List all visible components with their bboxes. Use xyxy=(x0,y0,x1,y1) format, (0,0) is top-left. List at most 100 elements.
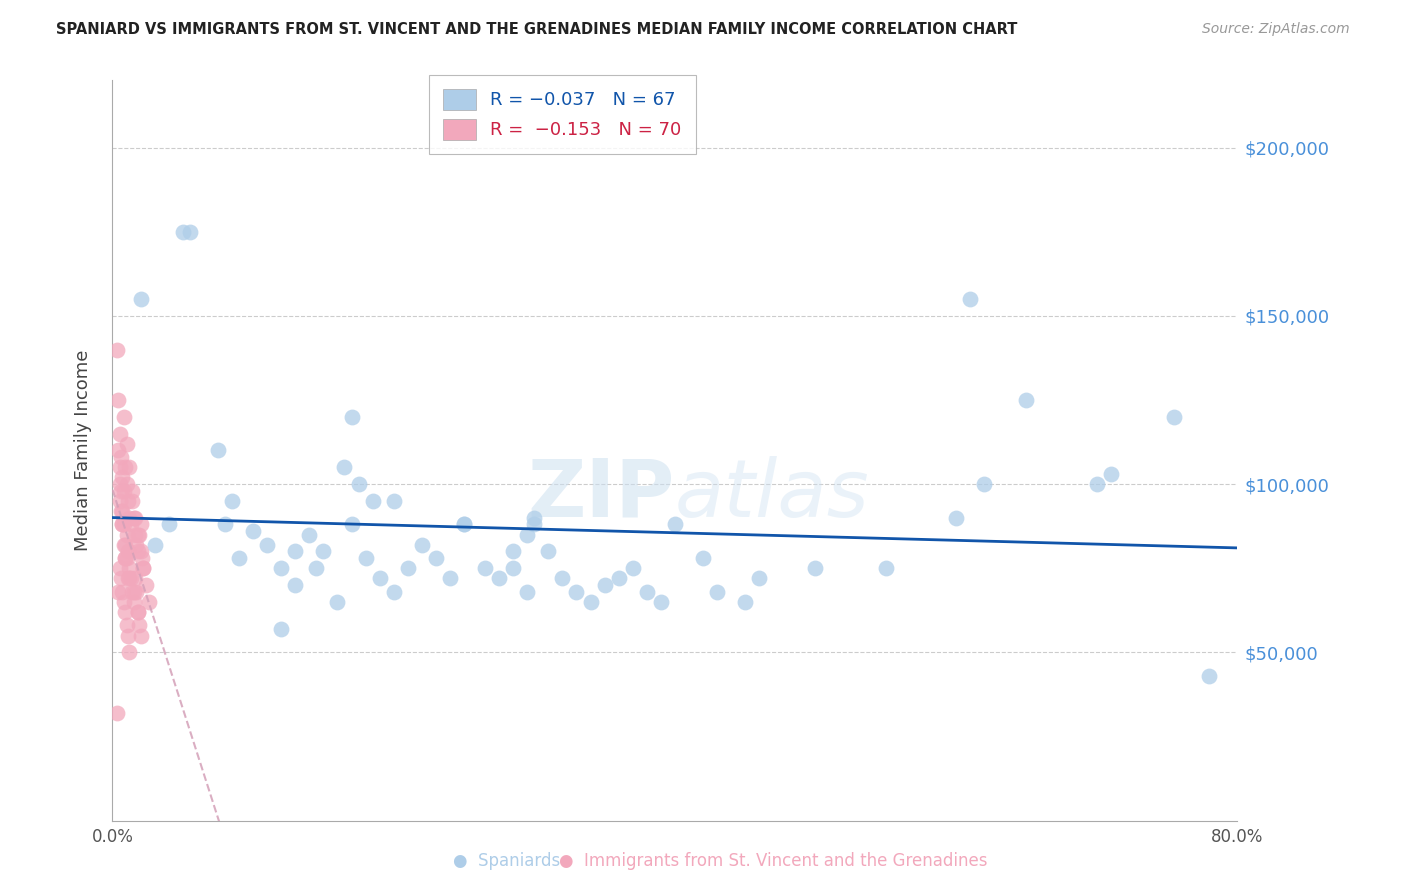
Point xyxy=(108,561,131,575)
Point xyxy=(115,551,138,566)
Point xyxy=(111,470,134,484)
Point xyxy=(298,527,321,541)
Point xyxy=(804,561,827,575)
Point xyxy=(121,483,143,498)
Point xyxy=(115,527,138,541)
Point xyxy=(523,510,546,524)
Point xyxy=(105,706,128,720)
Point xyxy=(125,584,148,599)
Point xyxy=(110,571,132,585)
Point xyxy=(120,571,142,585)
Point xyxy=(692,551,714,566)
Point xyxy=(129,628,152,642)
Point xyxy=(111,584,134,599)
Point xyxy=(112,538,135,552)
Point xyxy=(1015,392,1038,407)
Point xyxy=(121,494,143,508)
Point xyxy=(565,584,588,599)
Point xyxy=(270,561,292,575)
Point xyxy=(112,517,135,532)
Point xyxy=(128,618,150,632)
Text: Source: ZipAtlas.com: Source: ZipAtlas.com xyxy=(1202,22,1350,37)
Point xyxy=(256,538,278,552)
Point xyxy=(122,595,145,609)
Text: ZIP: ZIP xyxy=(527,456,675,534)
Point xyxy=(115,436,138,450)
Point xyxy=(488,571,510,585)
Point xyxy=(1085,477,1108,491)
Text: SPANIARD VS IMMIGRANTS FROM ST. VINCENT AND THE GRENADINES MEDIAN FAMILY INCOME : SPANIARD VS IMMIGRANTS FROM ST. VINCENT … xyxy=(56,22,1018,37)
Point xyxy=(112,483,135,498)
Y-axis label: Median Family Income: Median Family Income xyxy=(73,350,91,551)
Point xyxy=(439,571,461,585)
Point xyxy=(284,578,307,592)
Point xyxy=(516,527,538,541)
Point xyxy=(551,571,574,585)
Point xyxy=(636,584,658,599)
Point xyxy=(172,225,194,239)
Point xyxy=(108,494,131,508)
Point xyxy=(354,551,377,566)
Point xyxy=(207,443,229,458)
Point xyxy=(111,517,134,532)
Point xyxy=(114,551,136,566)
Point xyxy=(129,517,152,532)
Point xyxy=(593,578,616,592)
Point xyxy=(607,571,630,585)
Point xyxy=(118,571,141,585)
Point xyxy=(340,517,363,532)
Point xyxy=(664,517,686,532)
Point xyxy=(128,527,150,541)
Point xyxy=(127,544,149,558)
Point xyxy=(425,551,447,566)
Point xyxy=(516,584,538,599)
Point xyxy=(111,517,134,532)
Point xyxy=(112,595,135,609)
Point xyxy=(326,595,349,609)
Point xyxy=(105,343,128,357)
Legend: R = −0.037   N = 67, R =  −0.153   N = 70: R = −0.037 N = 67, R = −0.153 N = 70 xyxy=(429,75,696,154)
Point xyxy=(502,561,524,575)
Point xyxy=(114,460,136,475)
Point xyxy=(382,584,405,599)
Point xyxy=(120,517,142,532)
Point xyxy=(579,595,602,609)
Point xyxy=(157,517,180,532)
Point xyxy=(138,595,160,609)
Point xyxy=(502,544,524,558)
Point xyxy=(312,544,335,558)
Point xyxy=(1198,669,1220,683)
Point xyxy=(132,561,155,575)
Point xyxy=(945,510,967,524)
Point xyxy=(117,494,139,508)
Point xyxy=(129,292,152,306)
Point xyxy=(124,571,146,585)
Point xyxy=(127,527,149,541)
Point xyxy=(706,584,728,599)
Point xyxy=(118,645,141,659)
Point xyxy=(221,494,243,508)
Point xyxy=(228,551,250,566)
Point xyxy=(115,477,138,491)
Point xyxy=(411,538,433,552)
Point xyxy=(305,561,328,575)
Point xyxy=(396,561,419,575)
Point xyxy=(453,517,475,532)
Point xyxy=(108,460,131,475)
Point xyxy=(621,561,644,575)
Point xyxy=(118,460,141,475)
Text: ●  Spaniards: ● Spaniards xyxy=(453,852,560,870)
Point xyxy=(242,524,264,539)
Point xyxy=(748,571,770,585)
Point xyxy=(107,392,129,407)
Point xyxy=(124,510,146,524)
Point xyxy=(368,571,391,585)
Point xyxy=(132,561,155,575)
Point xyxy=(347,477,370,491)
Point xyxy=(122,584,145,599)
Point xyxy=(127,605,149,619)
Point xyxy=(333,460,356,475)
Point xyxy=(118,510,141,524)
Point xyxy=(111,504,134,518)
Point xyxy=(340,409,363,424)
